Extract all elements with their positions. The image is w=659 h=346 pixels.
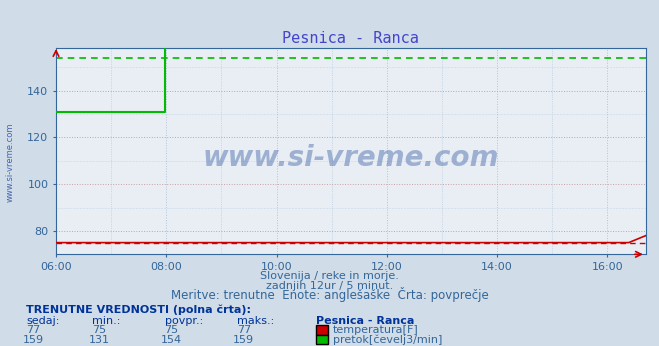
Text: www.si-vreme.com: www.si-vreme.com (5, 123, 14, 202)
Text: Slovenija / reke in morje.: Slovenija / reke in morje. (260, 271, 399, 281)
Text: Meritve: trenutne  Enote: anglešaške  Črta: povprečje: Meritve: trenutne Enote: anglešaške Črta… (171, 287, 488, 302)
Text: pretok[čevelj3/min]: pretok[čevelj3/min] (333, 334, 442, 345)
Text: TRENUTNE VREDNOSTI (polna črta):: TRENUTNE VREDNOSTI (polna črta): (26, 304, 251, 315)
Text: www.si-vreme.com: www.si-vreme.com (203, 144, 499, 172)
Text: sedaj:: sedaj: (26, 316, 60, 326)
Text: temperatura[F]: temperatura[F] (333, 325, 418, 335)
Text: maks.:: maks.: (237, 316, 275, 326)
Text: 77: 77 (237, 325, 251, 335)
Text: 75: 75 (164, 325, 179, 335)
Text: 77: 77 (26, 325, 40, 335)
Title: Pesnica - Ranca: Pesnica - Ranca (283, 31, 419, 46)
Text: zadnjih 12ur / 5 minut.: zadnjih 12ur / 5 minut. (266, 281, 393, 291)
Text: 159: 159 (233, 335, 254, 345)
Text: 131: 131 (88, 335, 109, 345)
Text: povpr.:: povpr.: (165, 316, 203, 326)
Text: Pesnica - Ranca: Pesnica - Ranca (316, 316, 415, 326)
Text: 75: 75 (92, 325, 106, 335)
Text: 154: 154 (161, 335, 182, 345)
Text: min.:: min.: (92, 316, 121, 326)
Text: 159: 159 (22, 335, 43, 345)
